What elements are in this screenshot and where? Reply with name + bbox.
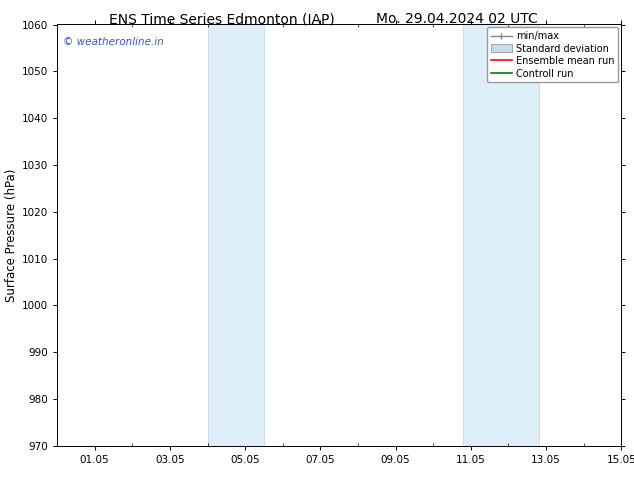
Bar [207,24,264,446]
Y-axis label: Surface Pressure (hPa): Surface Pressure (hPa) [4,169,18,302]
Legend: min/max, Standard deviation, Ensemble mean run, Controll run: min/max, Standard deviation, Ensemble me… [487,27,618,82]
Text: © weatheronline.in: © weatheronline.in [63,37,164,47]
Bar [463,24,538,446]
Text: ENS Time Series Edmonton (IAP): ENS Time Series Edmonton (IAP) [109,12,335,26]
Text: Mo. 29.04.2024 02 UTC: Mo. 29.04.2024 02 UTC [375,12,538,26]
